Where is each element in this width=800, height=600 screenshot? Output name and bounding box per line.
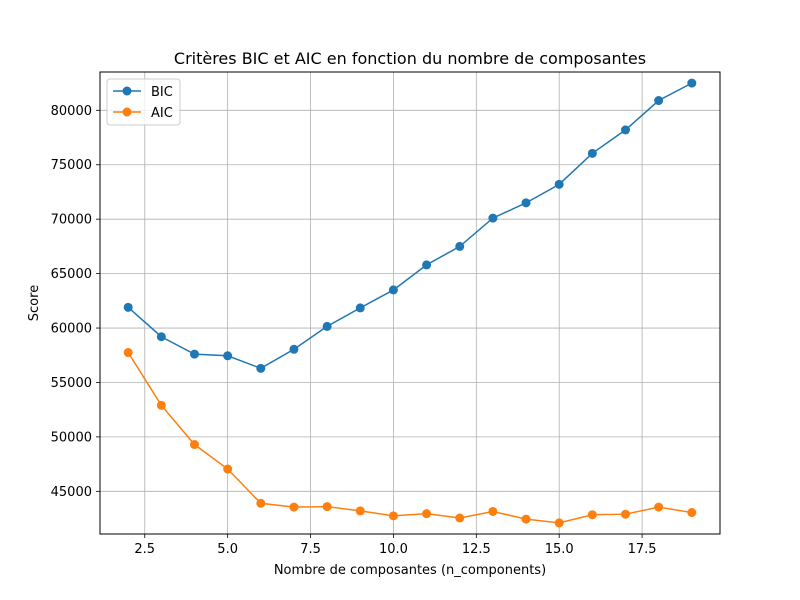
legend: BIC AIC xyxy=(106,78,181,126)
chart-title: Critères BIC et AIC en fonction du nombr… xyxy=(174,49,646,68)
y-tick-label: 55000 xyxy=(51,376,92,391)
y-tick-label: 70000 xyxy=(51,213,92,228)
bic-point xyxy=(621,125,631,135)
bic-point xyxy=(587,148,597,158)
aic-point xyxy=(587,510,597,520)
y-axis-title: Score xyxy=(27,285,42,321)
x-axis-title: Nombre de composantes (n_components) xyxy=(274,563,546,578)
y-tick-label: 75000 xyxy=(51,158,92,173)
bic-point xyxy=(687,78,697,88)
aic-point xyxy=(123,348,133,358)
x-tick-label: 12.5 xyxy=(462,542,491,557)
aic-point xyxy=(521,514,531,524)
legend-bic-marker xyxy=(122,86,132,96)
plot-frame xyxy=(99,71,721,535)
aic-point xyxy=(455,513,465,523)
bic-point xyxy=(554,179,564,189)
aic-point xyxy=(289,502,299,512)
bic-point xyxy=(455,241,465,251)
aic-point xyxy=(488,506,498,516)
bic-point xyxy=(388,285,398,295)
aic-point xyxy=(388,511,398,521)
bic-point xyxy=(123,302,133,312)
bic-point xyxy=(322,321,332,331)
bic-line xyxy=(127,82,693,370)
bic-point xyxy=(355,303,365,313)
y-tick-label: 80000 xyxy=(51,104,92,119)
y-axis: 45000 50000 55000 60000 65000 70000 75000 80000 xyxy=(51,104,100,500)
series-bic xyxy=(123,78,697,373)
aic-point xyxy=(687,508,697,518)
legend-bic-label: BIC xyxy=(151,85,173,100)
y-tick-label: 60000 xyxy=(51,322,92,337)
aic-point xyxy=(256,498,266,508)
aic-point xyxy=(355,506,365,516)
y-tick-label: 45000 xyxy=(51,485,92,500)
series-layer xyxy=(123,78,697,528)
x-tick-label: 10.0 xyxy=(379,542,408,557)
aic-point xyxy=(322,502,332,512)
aic-point xyxy=(223,464,233,474)
grid xyxy=(100,72,720,534)
legend-aic-label: AIC xyxy=(151,106,173,121)
bic-point xyxy=(156,332,166,342)
bic-point xyxy=(422,260,432,270)
bic-point xyxy=(256,363,266,373)
y-tick-label: 50000 xyxy=(51,430,92,445)
x-tick-label: 5.0 xyxy=(217,542,238,557)
aic-point xyxy=(554,518,564,528)
y-tick-label: 65000 xyxy=(51,267,92,282)
aic-point xyxy=(156,400,166,410)
x-tick-label: 15.0 xyxy=(545,542,574,557)
x-tick-label: 2.5 xyxy=(134,542,155,557)
aic-point xyxy=(422,509,432,519)
aic-point xyxy=(621,509,631,519)
bic-point xyxy=(654,96,664,106)
bic-point xyxy=(488,213,498,223)
bic-point xyxy=(289,344,299,354)
x-tick-label: 17.5 xyxy=(628,542,657,557)
aic-point xyxy=(654,502,664,512)
x-axis: 2.5 5.0 7.5 10.0 12.5 15.0 17.5 xyxy=(134,534,657,557)
legend-aic-marker xyxy=(122,107,132,117)
aic-line xyxy=(127,352,692,524)
bic-point xyxy=(223,351,233,361)
x-tick-label: 7.5 xyxy=(300,542,321,557)
aic-point xyxy=(189,440,199,450)
bic-point xyxy=(189,349,199,359)
series-aic xyxy=(123,348,697,528)
bic-point xyxy=(521,198,531,208)
